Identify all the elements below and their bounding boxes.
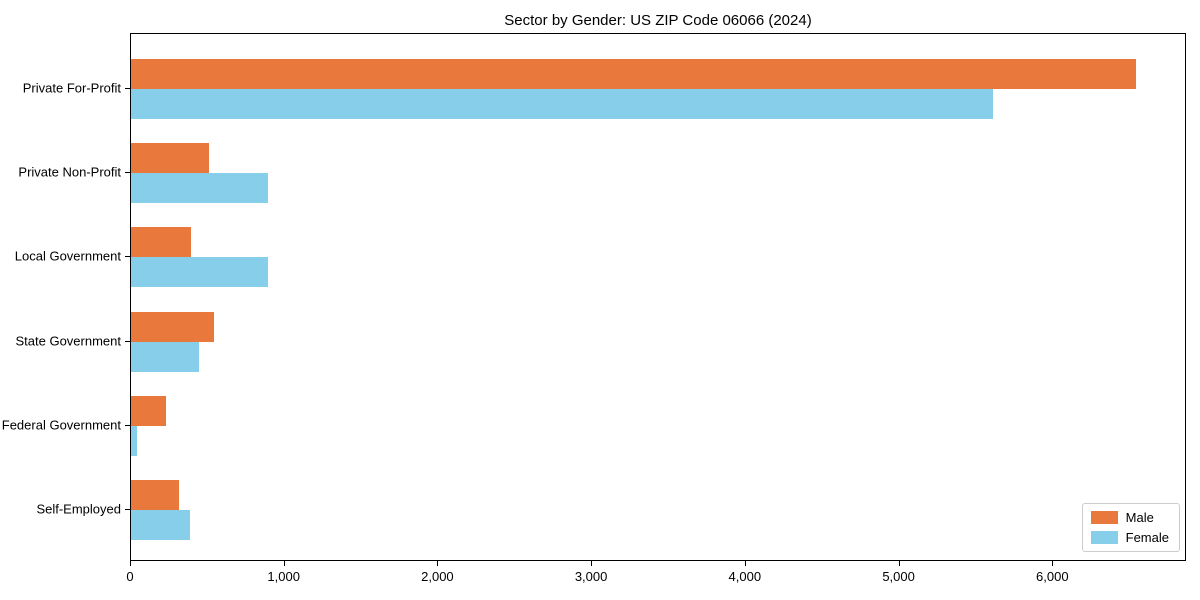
bar-male-6	[131, 480, 179, 510]
bar-male-5	[131, 395, 167, 426]
x-tick-label: 4,000	[728, 569, 762, 584]
legend: Male Female	[1081, 503, 1180, 552]
y-tick-mark	[125, 509, 130, 510]
y-tick-mark	[125, 340, 130, 342]
x-tick-mark	[283, 561, 285, 566]
x-tick-label: 3,000	[574, 569, 608, 584]
bar-male-4	[131, 311, 214, 342]
y-tick-label: Private For-Profit	[22, 80, 121, 96]
chart-title: Sector by Gender: US ZIP Code 06066 (202…	[504, 12, 812, 29]
bar-male-3	[131, 227, 191, 258]
legend-swatch-female	[1090, 531, 1118, 544]
y-tick-mark	[125, 172, 130, 174]
legend-label: Female	[1125, 530, 1169, 545]
bar-female-1	[131, 89, 994, 119]
bar-female-3	[131, 257, 268, 288]
x-tick-label: 2,000	[421, 569, 454, 584]
x-tick-label: 6,000	[1036, 569, 1069, 584]
bar-female-6	[131, 510, 191, 540]
legend-item-male: Male	[1090, 510, 1169, 525]
plot-area: Male Female	[130, 33, 1186, 561]
bar-female-2	[131, 173, 268, 204]
x-tick-label: 1,000	[267, 569, 300, 584]
legend-label: Male	[1125, 510, 1154, 525]
bar-female-4	[131, 341, 199, 372]
y-tick-mark	[125, 88, 130, 89]
y-tick-label: Local Government	[14, 248, 121, 264]
x-tick-label: 5,000	[882, 569, 915, 584]
x-tick-mark	[898, 561, 900, 566]
x-tick-label: 0	[126, 569, 134, 584]
x-tick-mark	[130, 561, 131, 566]
bar-female-5	[131, 425, 138, 456]
x-tick-mark	[591, 561, 593, 566]
x-tick-mark	[437, 561, 439, 566]
y-tick-mark	[125, 256, 130, 258]
bar-male-2	[131, 143, 210, 174]
x-tick-mark	[744, 561, 746, 566]
legend-swatch-male	[1090, 511, 1118, 524]
y-tick-label: State Government	[15, 333, 122, 349]
legend-item-female: Female	[1090, 530, 1169, 545]
bar-male-1	[131, 59, 1137, 89]
x-tick-mark	[1052, 561, 1054, 566]
y-tick-mark	[125, 424, 130, 426]
y-tick-label: Private Non-Profit	[18, 164, 121, 180]
y-tick-label: Federal Government	[1, 417, 121, 433]
y-tick-label: Self-Employed	[36, 501, 121, 517]
